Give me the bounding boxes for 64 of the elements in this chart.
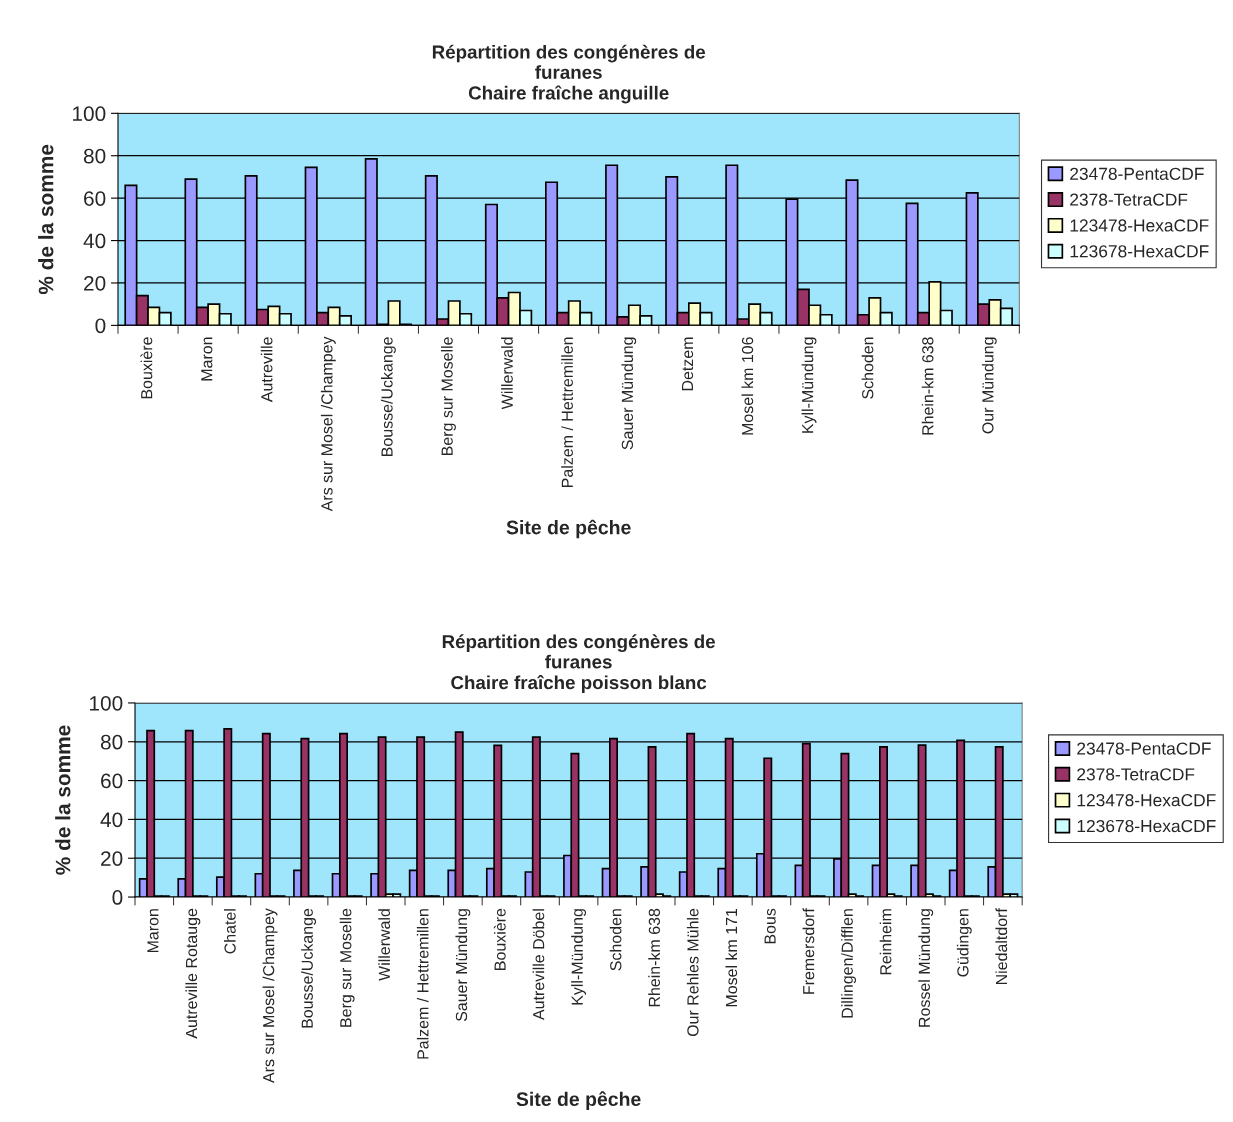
x-tick-label: Sauer Mündung: [621, 337, 637, 450]
x-axis-title: Site de pêche: [506, 519, 631, 539]
y-tick-label: 40: [100, 812, 123, 828]
x-tick-label: Maron: [147, 909, 159, 953]
x-tick-label: Autreville: [260, 337, 273, 403]
y-tick-label: 100: [90, 695, 123, 711]
legend-label: 123478-HexaCDF: [1070, 219, 1209, 232]
x-tick-label: Schoden: [861, 337, 874, 399]
x-tick-label: Our Mündung: [981, 337, 997, 434]
y-axis-title: % de la somme: [38, 144, 54, 295]
y-tick-label: 80: [100, 734, 123, 750]
x-tick-label: Autreville Döbel: [532, 909, 545, 1020]
x-tick-label: Chatel: [224, 909, 236, 954]
y-tick-label: 20: [84, 275, 106, 291]
legend-label: 123678-HexaCDF: [1070, 245, 1209, 258]
x-tick-label: Rhein-km 638: [648, 908, 661, 1007]
x-tick-label: Autreville Rotauge: [185, 908, 201, 1039]
x-tick-label: Fremersdorf: [802, 908, 815, 994]
y-tick-label: 60: [84, 191, 106, 206]
y-tick-label: 100: [73, 106, 106, 122]
legend-label: 123678-HexaCDF: [1077, 819, 1216, 833]
x-tick-label: Sauer Mündung: [455, 909, 471, 1022]
x-tick-label: Our Rehles Mühle: [686, 908, 699, 1037]
legend-label: 2378-TetraCDF: [1070, 193, 1188, 206]
x-tick-label: Willerwald: [501, 337, 513, 410]
x-tick-label: Niedaltdorf: [995, 908, 1008, 985]
x-axis-title: Site de pêche: [516, 1091, 641, 1110]
y-tick-label: 60: [101, 773, 123, 789]
x-tick-label: Ars sur Mosel /Champey: [262, 908, 278, 1083]
y-tick-label: 0: [112, 890, 123, 905]
chart-title: Répartition des congénères de furanes Chaire fraîche poisson blanc: [442, 634, 715, 693]
x-tick-label: Mosel km 106: [741, 337, 754, 435]
x-tick-label: Rossel Mündung: [918, 909, 934, 1027]
x-tick-label: Kyll-Mündung: [571, 909, 587, 1005]
x-tick-label: Bouxière: [140, 337, 153, 399]
x-tick-label: Berg sur Moselle: [339, 908, 355, 1027]
chart-title: Répartition des congénères de furanes Chaire fraîche anguille: [432, 44, 706, 104]
y-axis-title: % de la somme: [55, 725, 71, 875]
x-tick-label: Ars sur Mosel /Champey: [320, 336, 336, 512]
x-tick-label: Kyll-Mündung: [801, 337, 817, 433]
x-tick-label: Mosel km 171: [725, 908, 738, 1007]
x-tick-label: Reinheim: [879, 909, 892, 975]
legend-label: 23478-PentaCDF: [1070, 167, 1204, 180]
legend-label: 123478-HexaCDF: [1077, 794, 1216, 807]
x-tick-label: Rhein-km 638: [921, 337, 934, 435]
x-tick-label: Bousse/Uckange: [380, 337, 396, 456]
x-tick-label: Bous: [764, 908, 776, 944]
x-tick-label: Bousse/Uckange: [301, 908, 317, 1028]
x-tick-label: Bouxière: [493, 908, 506, 970]
y-tick-label: 0: [95, 318, 106, 334]
x-tick-label: Willerwald: [378, 909, 391, 981]
legend-label: 2378-TetraCDF: [1077, 768, 1195, 781]
x-tick-label: Palzem / Hettremillen: [561, 337, 573, 487]
x-tick-label: Berg sur Moselle: [441, 337, 456, 456]
y-tick-label: 80: [83, 148, 106, 164]
x-tick-label: Dillingen/Difflen: [841, 909, 857, 1018]
y-tick-label: 40: [83, 233, 106, 249]
x-tick-label: Detzem: [681, 337, 694, 391]
x-tick-label: Güdingen: [956, 909, 972, 977]
legend-label: 23478-PentaCDF: [1077, 742, 1211, 755]
x-tick-label: Palzem / Hettremillen: [416, 909, 429, 1059]
y-tick-label: 20: [101, 851, 123, 866]
x-tick-label: Maron: [201, 337, 213, 381]
x-tick-label: Schoden: [609, 909, 622, 971]
